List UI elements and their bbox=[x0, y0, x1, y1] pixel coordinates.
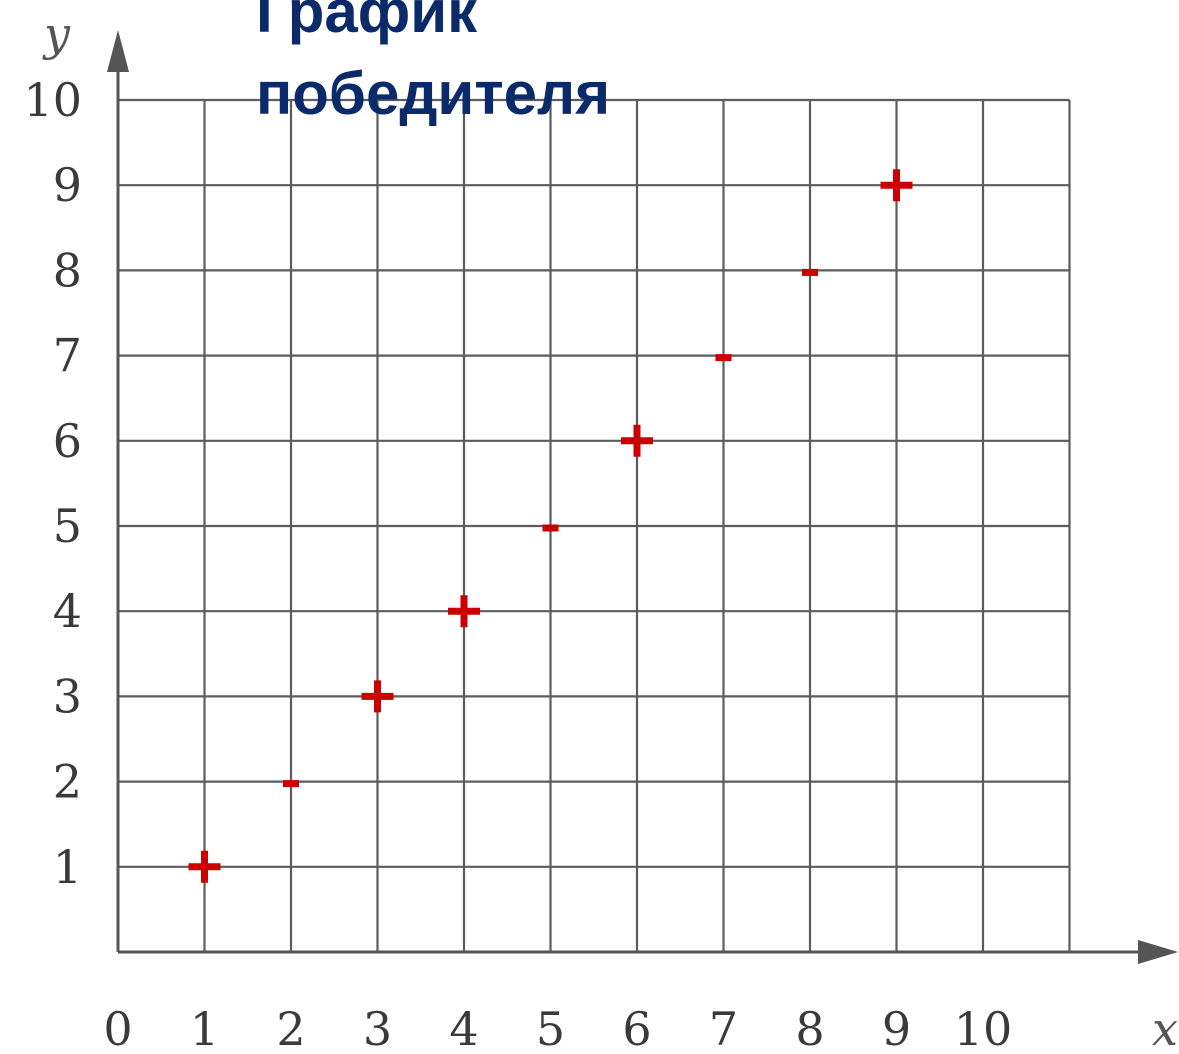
y-tick-label: 2 bbox=[53, 755, 82, 809]
x-tick-label: 4 bbox=[449, 1002, 478, 1054]
y-tick-label: 10 bbox=[23, 73, 82, 127]
axes bbox=[107, 30, 1178, 964]
x-tick-label: 6 bbox=[622, 1002, 651, 1054]
x-tick-label: 7 bbox=[709, 1002, 738, 1054]
x-axis-label: x bbox=[1152, 1002, 1178, 1054]
plus-mark bbox=[188, 850, 221, 883]
data-points bbox=[188, 169, 913, 883]
x-tick-label: 0 bbox=[103, 1002, 132, 1054]
grid bbox=[118, 98, 1071, 952]
x-tick-label: 2 bbox=[276, 1002, 305, 1054]
y-tick-label: 5 bbox=[53, 499, 82, 553]
y-tick-label: 6 bbox=[53, 414, 82, 468]
x-axis-arrow bbox=[1138, 940, 1178, 964]
x-tick-label: 10 bbox=[954, 1002, 1013, 1054]
y-tick-label: 8 bbox=[53, 243, 82, 297]
plus-mark bbox=[448, 595, 480, 628]
y-axis-label: y bbox=[42, 7, 71, 61]
y-axis-arrow bbox=[107, 30, 129, 72]
y-tick-label: 7 bbox=[53, 329, 82, 383]
tick-labels: 0 1 2 3 4 5 6 7 8 9 10 1 2 3 4 5 6 7 8 9 10 bbox=[23, 73, 1012, 1054]
y-tick-label: 9 bbox=[53, 158, 82, 212]
x-tick-label: 5 bbox=[536, 1002, 565, 1054]
plus-mark bbox=[880, 169, 913, 202]
y-tick-label: 4 bbox=[53, 584, 82, 638]
plus-mark bbox=[361, 680, 394, 713]
y-tick-label: 3 bbox=[53, 669, 82, 723]
x-tick-label: 3 bbox=[363, 1002, 392, 1054]
x-tick-label: 8 bbox=[795, 1002, 824, 1054]
x-tick-label: 1 bbox=[190, 1002, 219, 1054]
y-tick-label: 1 bbox=[53, 840, 82, 894]
chart-title-line-2: победителя bbox=[256, 60, 610, 127]
chart-title-line-1: График bbox=[256, 0, 478, 45]
x-tick-label: 9 bbox=[882, 1002, 911, 1054]
plus-mark bbox=[621, 424, 653, 457]
